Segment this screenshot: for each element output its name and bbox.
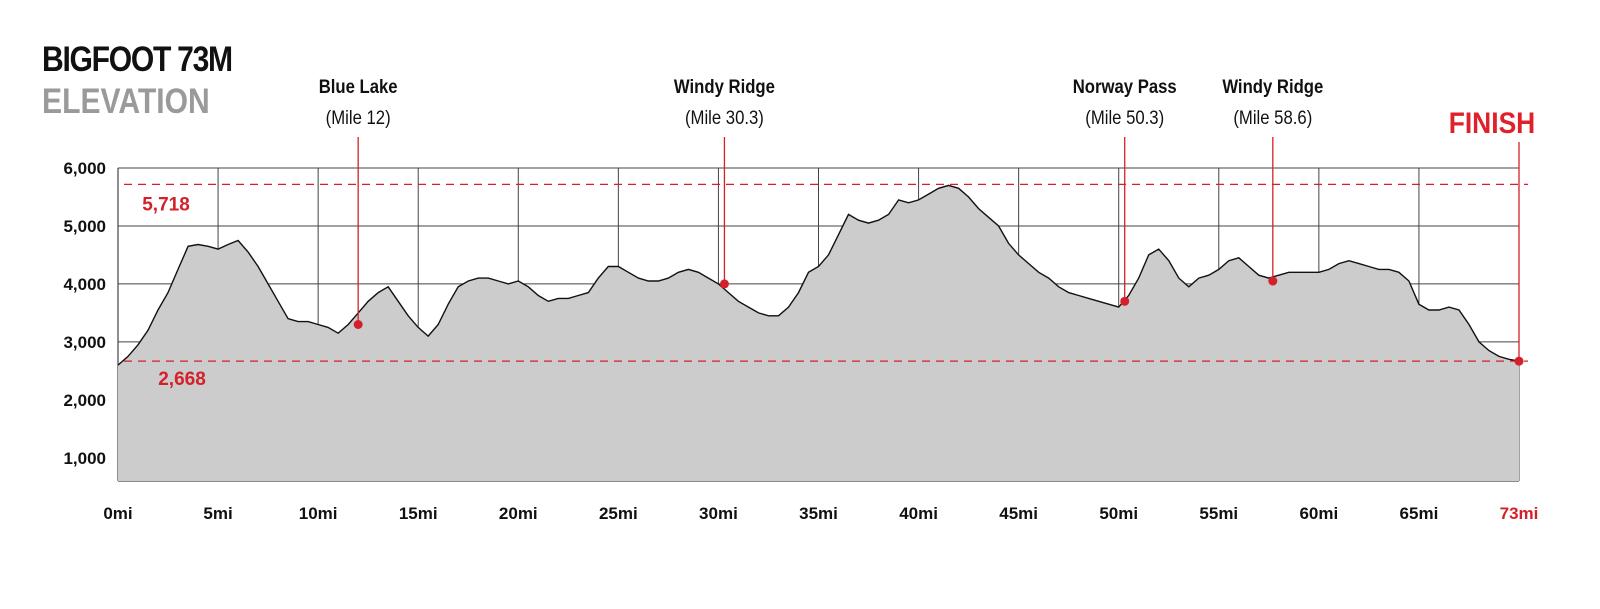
- axis-ticks: 0mi 5mi 10mi 15mi 20mi 25mi 30mi 35mi 40mi 45mi 50…: [63, 159, 1538, 523]
- annotation-point: [1514, 356, 1524, 366]
- reference-lines: 5,718 2,668: [124, 183, 1528, 390]
- x-tick-label: 0mi: [103, 504, 132, 523]
- elevation-line: [117, 184, 1520, 366]
- finish-label: FINISH: [1449, 105, 1536, 139]
- annotations: Blue Lake (Mile 12) Windy Ridge (Mile 30.3)…: [319, 76, 1536, 366]
- x-tick-label: 73mi: [1500, 504, 1539, 523]
- chart-title: BIGFOOT 73M: [42, 40, 233, 79]
- annotation-name: Norway Pass: [1073, 76, 1177, 97]
- y-tick-label: 1,000: [63, 449, 106, 468]
- x-tick-label: 20mi: [499, 504, 538, 523]
- annotation-name: Windy Ridge: [1222, 76, 1323, 97]
- x-tick-label: 50mi: [1099, 504, 1138, 523]
- chart-subtitle: ELEVATION: [42, 82, 210, 121]
- annotation-name: Blue Lake: [319, 76, 398, 97]
- y-tick-label: 5,000: [63, 217, 106, 236]
- y-tick-label: 3,000: [63, 333, 106, 352]
- annotation-mile: (Mile 30.3): [685, 107, 764, 128]
- x-tick-label: 10mi: [299, 504, 338, 523]
- annotation-mile: (Mile 58.6): [1233, 107, 1312, 128]
- x-tick-label: 30mi: [699, 504, 738, 523]
- x-tick-label: 15mi: [399, 504, 438, 523]
- annotation-point: [719, 279, 729, 289]
- x-tick-label: 40mi: [899, 504, 938, 523]
- x-tick-label: 60mi: [1299, 504, 1338, 523]
- x-tick-label: 45mi: [999, 504, 1038, 523]
- x-tick-label: 25mi: [599, 504, 638, 523]
- annotation-point: [1268, 276, 1278, 286]
- annotation-mile: (Mile 50.3): [1085, 107, 1164, 128]
- annotation-point: [353, 320, 363, 329]
- x-tick-label: 65mi: [1400, 504, 1439, 523]
- x-tick-label: 55mi: [1199, 504, 1238, 523]
- annotation-mile: (Mile 12): [326, 107, 391, 128]
- x-tick-label: 35mi: [799, 504, 838, 523]
- reference-label: 2,668: [158, 369, 206, 390]
- y-tick-label: 2,000: [63, 391, 106, 410]
- annotation-point: [1120, 296, 1130, 306]
- elevation-area: [118, 185, 1519, 481]
- y-tick-label: 4,000: [63, 275, 106, 294]
- annotation-name: Windy Ridge: [674, 76, 775, 97]
- x-tick-label: 5mi: [203, 504, 232, 523]
- y-tick-label: 6,000: [63, 159, 106, 178]
- reference-label: 5,718: [142, 194, 190, 215]
